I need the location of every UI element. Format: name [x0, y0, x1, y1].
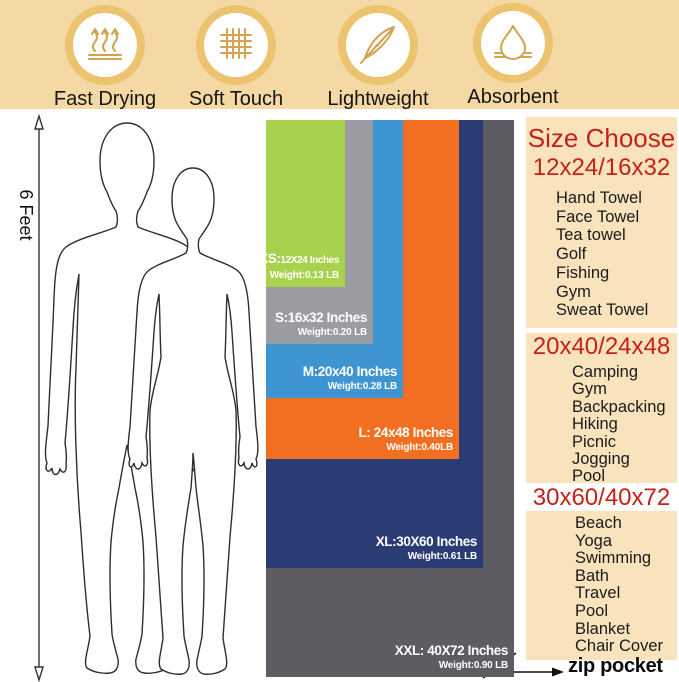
badge-inner-circle	[204, 13, 268, 77]
water-drop-icon	[494, 25, 532, 60]
size-label: S:16x32 Inches	[275, 310, 367, 325]
list-item: Camping	[572, 363, 639, 381]
steam-icon	[88, 28, 122, 60]
zip-pocket-arrow-head	[552, 667, 564, 677]
height-arrow	[34, 113, 44, 682]
list-item: Hand Towel	[556, 189, 642, 207]
size-label: M:20x40 Inches	[302, 364, 398, 379]
list-item: Gym	[556, 282, 591, 301]
weight-label: Weight:0.40LB	[386, 442, 453, 453]
size-label: XL:30X60 Inches	[375, 534, 478, 549]
group-heading: 30x60/40x72	[532, 484, 671, 511]
list-item: Face Towel	[556, 207, 640, 226]
panel-title: Size Choose	[527, 123, 676, 153]
feather-icon	[360, 26, 395, 64]
zip-pocket-label: zip pocket	[568, 655, 663, 677]
height-label: 6 Feet	[16, 189, 36, 240]
list-item: Backpacking	[572, 397, 666, 416]
size-label: XXL: 40X72 Inches	[394, 643, 509, 658]
badge-inner-circle	[346, 13, 410, 77]
badge-circle	[196, 5, 276, 85]
fabric-weave-icon	[220, 28, 252, 59]
list-item: Golf	[556, 245, 587, 264]
size-label: L: 24x48 Inches	[358, 425, 453, 440]
feature-soft-touch: Soft Touch	[171, 5, 301, 111]
list-item: Pool	[572, 467, 606, 486]
weight-label: Weight:0.20 LB	[297, 327, 367, 338]
size-code: XS:	[259, 251, 281, 266]
human-figures-scale: 6 Feet	[16, 113, 259, 682]
list-item: Picnic	[572, 432, 617, 451]
badge-inner-circle	[73, 13, 137, 77]
group-heading: 12x24/16x32	[532, 154, 671, 181]
weight-label: Weight:0.13 LB	[269, 270, 339, 281]
size-label: XS:12X24 Inches	[259, 251, 339, 269]
group-heading: 20x40/24x48	[532, 333, 671, 360]
list-item: Sweat Towel	[556, 301, 649, 320]
list-item: Tea towel	[556, 226, 626, 245]
feature-lightweight: Lightweight	[313, 5, 443, 111]
badge-circle	[65, 5, 145, 85]
list-item: Beach	[575, 514, 622, 532]
list-item: Travel	[575, 584, 621, 603]
list-item: Bath	[575, 566, 609, 585]
feature-fast-drying: Fast Drying	[40, 5, 170, 111]
feature-label: Fast Drying	[53, 88, 157, 110]
use-list: Camping Gym Backpacking Hiking Picnic Jo…	[526, 363, 677, 486]
list-item: Gym	[572, 380, 607, 399]
use-list: Beach Yoga Swimming Bath Travel Pool Bla…	[526, 514, 677, 656]
badge-circle	[473, 3, 553, 83]
list-item: Fishing	[556, 263, 610, 282]
list-item: Swimming	[575, 549, 652, 568]
list-item: Blanket	[575, 619, 631, 638]
list-item: Jogging	[572, 450, 630, 469]
woman-outline-figure	[127, 167, 259, 675]
size-group-panel-small: Size Choose 12x24/16x32 Hand Towel Face …	[526, 117, 677, 328]
feature-label: Lightweight	[327, 88, 429, 110]
size-rect-xs: XS:12X24 Inches Weight:0.13 LB	[259, 120, 345, 287]
weight-label: Weight:0.90 LB	[438, 660, 508, 671]
weight-label: Weight:0.61 LB	[407, 551, 477, 562]
size-comparison-chart: XXL: 40X72 Inches Weight:0.90 LB XL:30X6…	[259, 120, 526, 678]
feature-label: Absorbent	[467, 86, 559, 108]
feature-label: Soft Touch	[188, 88, 284, 110]
badge-circle	[338, 5, 418, 85]
use-list: Hand Towel Face Towel Tea towel Golf Fis…	[526, 189, 677, 320]
weight-label: Weight:0.28 LB	[327, 381, 397, 392]
size-group-panel-large: Beach Yoga Swimming Bath Travel Pool Bla…	[526, 511, 677, 660]
feature-absorbent: Absorbent	[448, 3, 578, 109]
size-group-panel-medium: 20x40/24x48 Camping Gym Backpacking Hiki…	[526, 333, 677, 486]
badge-inner-circle	[481, 11, 545, 75]
list-item: Yoga	[575, 531, 613, 550]
list-item: Hiking	[572, 415, 618, 434]
list-item: Pool	[575, 601, 609, 620]
list-item: Chair Cover	[575, 637, 664, 656]
size-dimensions: 12X24 Inches	[280, 255, 339, 266]
features-banner: Fast Drying Soft Touch	[0, 0, 679, 111]
